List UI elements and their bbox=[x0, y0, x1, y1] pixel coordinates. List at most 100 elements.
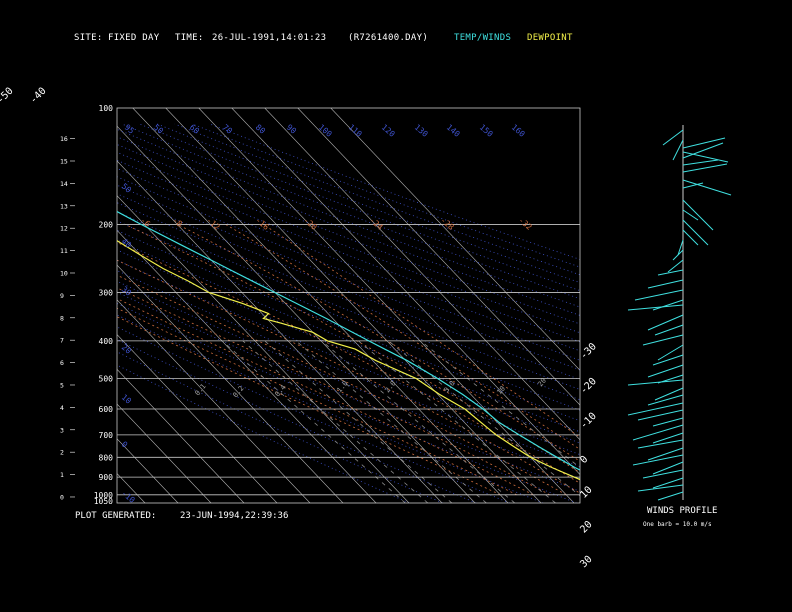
height-label: 12 bbox=[60, 225, 68, 233]
pressure-label: 400 bbox=[99, 337, 114, 346]
theta-label: 30 bbox=[120, 285, 133, 298]
wind-barb bbox=[657, 269, 684, 276]
isotherm-label: 20 bbox=[578, 519, 594, 535]
dry-adiabat-line bbox=[117, 128, 580, 308]
dry-adiabat-label: 160 bbox=[510, 123, 527, 139]
height-label: 15 bbox=[60, 158, 68, 166]
wind-barb bbox=[682, 137, 726, 149]
isotherm-line bbox=[330, 108, 580, 371]
wind-barb bbox=[652, 432, 684, 444]
theta-label: 20 bbox=[120, 343, 133, 356]
winds-barb-note: One barb = 10.0 m/s bbox=[643, 521, 712, 528]
isotherm-label: -50 bbox=[0, 86, 16, 107]
file-name: (R7261400.DAY) bbox=[348, 33, 429, 43]
wind-barb bbox=[632, 454, 684, 466]
height-label: 3 bbox=[60, 426, 64, 434]
wind-barb bbox=[642, 469, 684, 479]
isotherm-line bbox=[117, 368, 245, 503]
wind-barb bbox=[682, 159, 719, 166]
wind-barb bbox=[652, 461, 684, 475]
isotherm-line bbox=[264, 108, 580, 441]
height-label: 1 bbox=[60, 471, 64, 479]
wind-barb bbox=[647, 394, 684, 406]
mixing-ratio-line bbox=[222, 340, 406, 503]
wind-barb bbox=[652, 417, 684, 427]
pressure-label: 500 bbox=[99, 374, 114, 383]
moist-adiabat-label: -16 bbox=[254, 216, 271, 232]
pressure-label: 800 bbox=[99, 453, 114, 462]
dry-adiabat-label: 70 bbox=[221, 123, 234, 136]
isotherm-label: -10 bbox=[578, 411, 599, 432]
pressure-label: 900 bbox=[99, 473, 114, 482]
dry-adiabat-label: 60 bbox=[188, 123, 201, 136]
dry-adiabat-label: 130 bbox=[413, 123, 430, 139]
plot-frame bbox=[116, 107, 581, 504]
wind-barb bbox=[642, 334, 684, 346]
mixing-ratio-label: 1.0 bbox=[335, 379, 349, 394]
chart-labels: 1002003004005006007008009001000105001234… bbox=[0, 86, 599, 571]
pressure-label: 1050 bbox=[94, 497, 113, 506]
dry-adiabat-line bbox=[157, 123, 580, 284]
wind-barb bbox=[652, 354, 684, 366]
moist-adiabat-line bbox=[124, 224, 580, 474]
mixing-ratio-label: 20 bbox=[536, 377, 548, 389]
mixing-ratio-line bbox=[264, 340, 453, 503]
isotherm-label: 30 bbox=[578, 554, 594, 570]
moist-adiabat-line bbox=[263, 224, 580, 438]
time-label: TIME: bbox=[175, 33, 204, 43]
wind-barb bbox=[657, 491, 684, 501]
wind-barb bbox=[657, 344, 684, 361]
wind-barb bbox=[654, 324, 684, 336]
dry-adiabat-line bbox=[117, 302, 577, 503]
isotherm-label: -40 bbox=[28, 86, 49, 107]
isotherm-line bbox=[117, 438, 179, 503]
isotherm-line bbox=[117, 160, 443, 503]
isotherm-label: -30 bbox=[578, 341, 599, 362]
dry-adiabat-label: 120 bbox=[380, 123, 397, 139]
wind-barb bbox=[647, 279, 684, 289]
moist-adiabat-line bbox=[117, 274, 567, 496]
wind-profile bbox=[627, 125, 732, 501]
isobar-lines bbox=[117, 224, 580, 496]
dry-adiabat-line bbox=[117, 364, 410, 503]
wind-barb bbox=[627, 304, 684, 311]
wind-barb bbox=[672, 249, 684, 261]
isotherm-line bbox=[117, 125, 476, 503]
isotherm-line bbox=[117, 299, 311, 503]
moist-adiabat-label: -12 bbox=[205, 216, 222, 232]
mixing-ratio-line bbox=[420, 340, 580, 469]
wind-barb bbox=[647, 447, 684, 461]
moist-adiabat-label: -32 bbox=[517, 216, 534, 232]
pressure-label: 300 bbox=[99, 289, 114, 298]
dry-adiabat-line bbox=[117, 202, 580, 390]
height-label: 9 bbox=[60, 292, 64, 300]
dry-adiabat-line bbox=[139, 123, 580, 292]
site-label: SITE: bbox=[74, 33, 103, 43]
wind-barb bbox=[682, 209, 699, 221]
dry-adiabat-line bbox=[117, 144, 580, 325]
moist-adiabat-line bbox=[117, 287, 550, 496]
wind-barb bbox=[682, 163, 728, 173]
dry-adiabat-line bbox=[117, 184, 580, 371]
theta-label: 0 bbox=[120, 440, 130, 450]
sounding-traces bbox=[117, 210, 580, 481]
wind-barb bbox=[682, 142, 724, 159]
wind-barb bbox=[682, 151, 729, 163]
dry-adiabat-line bbox=[117, 259, 580, 456]
height-label: 7 bbox=[60, 337, 64, 345]
wind-barb bbox=[637, 484, 684, 492]
wind-barb bbox=[652, 477, 684, 489]
dewpoint-legend: DEWPOINT bbox=[527, 33, 573, 43]
wind-barb bbox=[637, 409, 684, 421]
dewpoint-trace bbox=[117, 239, 580, 481]
isotherm-line bbox=[132, 108, 509, 503]
height-label: 16 bbox=[60, 135, 68, 143]
wind-barb bbox=[637, 439, 684, 449]
isotherm-line bbox=[117, 334, 278, 503]
pressure-label: 1000 bbox=[94, 491, 113, 500]
plot-generated-value: 23-JUN-1994,22:39:36 bbox=[180, 511, 289, 521]
height-label: 4 bbox=[60, 404, 64, 412]
height-label: 13 bbox=[60, 202, 68, 210]
moist-adiabat-line bbox=[117, 298, 534, 496]
isotherm-line bbox=[198, 108, 575, 503]
